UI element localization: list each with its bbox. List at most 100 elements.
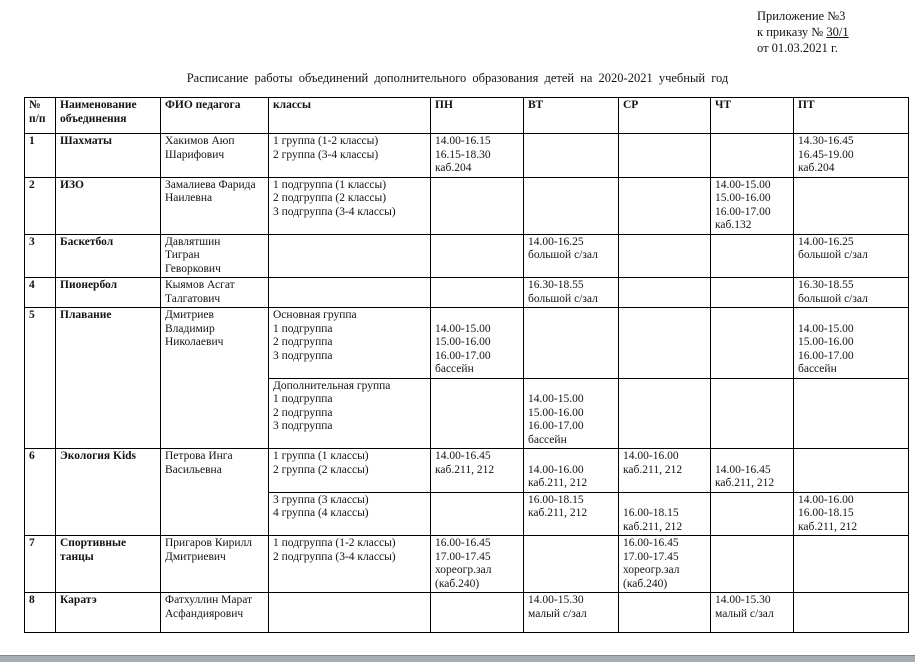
column-header: № п/п (24, 97, 56, 134)
table-cell (430, 592, 524, 633)
table-body: 1 Шахматы Хакимов Аюп Шарифович 1 группа (1-… (24, 133, 909, 633)
column-header: ВТ (523, 97, 619, 134)
column-header: ЧТ (710, 97, 794, 134)
table-cell: Экология Kids (55, 448, 161, 536)
table-cell: 14.00-15.30 малый с/зал (523, 592, 619, 633)
table-cell: 6 (24, 448, 56, 536)
table-cell (618, 307, 711, 379)
table-cell: 16.00-18.15 каб.211, 212 (523, 491, 619, 536)
table-cell (618, 176, 711, 235)
table-cell (710, 133, 794, 178)
table-cell: 16.00-16.45 17.00-17.45 хореогр.зал (каб.24… (618, 535, 711, 593)
table-cell: 3 группа (3 классы) 4 группа (4 классы) (268, 491, 431, 536)
table-cell (268, 277, 431, 308)
column-header: классы (268, 97, 431, 134)
annotation-line-3: от 01.03.2021 г. (757, 41, 838, 55)
table-cell: 14.00-15.00 15.00-16.00 16.00-17.00 бассейн (793, 307, 909, 379)
table-cell: Замалиева Фарида Наилевна (160, 176, 269, 235)
table-cell (618, 592, 711, 633)
column-header: Наименование объединения (55, 97, 161, 134)
table-cell (523, 133, 619, 178)
table-cell: Дмитриев Владимир Николаевич (160, 307, 269, 449)
table-cell: 14.00-16.45 каб.211, 212 (430, 448, 524, 493)
table-cell: Пионербол (55, 277, 161, 308)
table-cell (793, 535, 909, 593)
table-cell: 14.00-16.25 большой с/зал (523, 233, 619, 278)
table-cell: 14.00-16.15 16.15-18.30 каб.204 (430, 133, 524, 178)
row-pionerbol: 4 Пионербол Кыямов Асгат Талгатович 16.30-18… (24, 277, 909, 308)
table-cell: 16.00-18.15 каб.211, 212 (618, 491, 711, 536)
row-plavanie-osnovnaya: 5 Плавание Дмитриев Владимир Николаевич Основ… (24, 307, 909, 449)
table-cell (430, 491, 524, 536)
table-cell (710, 535, 794, 593)
table-cell: Основная группа 1 подгруппа 2 подгруппа 3 п… (268, 307, 431, 379)
table-cell: 14.00-16.45 каб.211, 212 (710, 448, 794, 493)
table-cell (618, 277, 711, 308)
table-cell: 1 группа (1-2 классы) 2 группа (3-4 класс… (268, 133, 431, 178)
row-ekologiya-gr-3-4: 3 группа (3 классы) 4 группа (4 классы) 16… (25, 491, 909, 536)
table-cell: Пригаров Кирилл Дмитриевич (160, 535, 269, 593)
table-cell: 14.00-16.00 каб.211, 212 (618, 448, 711, 493)
table-cell: Плавание (55, 307, 161, 449)
table-cell: 5 (24, 307, 56, 449)
table-cell: 14.00-16.00 16.00-18.15 каб.211, 212 (793, 491, 909, 536)
table-cell: 7 (24, 535, 56, 593)
table-cell (710, 277, 794, 308)
order-annotation: Приложение №3 к приказу № 30/1 от 01.03.… (757, 8, 849, 56)
table-cell (618, 377, 711, 449)
table-cell: 8 (24, 592, 56, 633)
table-cell: 16.00-16.45 17.00-17.45 хореогр.зал (каб.24… (430, 535, 524, 593)
table-cell: 14.00-15.30 малый с/зал (710, 592, 794, 633)
table-cell (710, 307, 794, 379)
table-cell (430, 277, 524, 308)
row-izo: 2 ИЗО Замалиева Фарида Наилевна 1 подгруппа … (24, 176, 909, 235)
table-cell (268, 233, 431, 278)
window-edge-bar (0, 655, 915, 662)
table-cell: Кыямов Асгат Талгатович (160, 277, 269, 308)
header-row: № п/п Наименование объединения ФИО педагога к… (24, 97, 909, 134)
table-cell (710, 491, 794, 536)
table-cell: 16.30-18.55 большой с/зал (793, 277, 909, 308)
table-cell (793, 448, 909, 493)
table-cell: 1 (24, 133, 56, 178)
table-cell: 14.00-15.00 15.00-16.00 16.00-17.00 бассейн (523, 377, 619, 449)
table-cell (430, 176, 524, 235)
column-header: ПН (430, 97, 524, 134)
table-cell: 2 (24, 176, 56, 235)
table-cell: 14.30-16.45 16.45-19.00 каб.204 (793, 133, 909, 178)
table-cell (523, 176, 619, 235)
table-cell (430, 377, 524, 449)
table-cell (793, 176, 909, 235)
table-cell: ИЗО (55, 176, 161, 235)
table-cell: 4 (24, 277, 56, 308)
table-cell: 1 подгруппа (1 классы) 2 подгруппа (2 кла… (268, 176, 431, 235)
table-cell: 1 группа (1 классы) 2 группа (2 классы) (268, 448, 431, 493)
table-cell: Давлятшин Тигран Геворкович (160, 233, 269, 278)
table-cell: Хакимов Аюп Шарифович (160, 133, 269, 178)
table-cell: 3 (24, 233, 56, 278)
schedule-table: № п/п Наименование объединения ФИО педагога к… (24, 97, 909, 633)
table-cell: 14.00-16.00 каб.211, 212 (523, 448, 619, 493)
row-plavanie-dopolnitelnaya: Дополнительная группа 1 подгруппа 2 подгру… (25, 377, 909, 449)
order-prefix: к приказу № (757, 25, 827, 39)
table-cell: 14.00-16.25 большой с/зал (793, 233, 909, 278)
table-cell: 14.00-15.00 15.00-16.00 16.00-17.00 бассейн (430, 307, 524, 379)
column-header: ПТ (793, 97, 909, 134)
row-shakhmaty: 1 Шахматы Хакимов Аюп Шарифович 1 группа (1-… (24, 133, 909, 178)
table-cell: Дополнительная группа 1 подгруппа 2 подгру… (268, 377, 431, 449)
table-cell (618, 233, 711, 278)
annotation-line-2: к приказу № 30/1 (757, 24, 849, 40)
row-karate: 8 Каратэ Фатхуллин Марат Асфандиярович 14.00… (24, 592, 909, 633)
table-cell (710, 377, 794, 449)
page-title: Расписание работы объединений дополнител… (186, 71, 729, 85)
column-header: ФИО педагога (160, 97, 269, 134)
table-cell (793, 377, 909, 449)
table-cell (618, 133, 711, 178)
order-number: 30/1 (826, 25, 849, 39)
table-cell: Каратэ (55, 592, 161, 633)
row-basketbol: 3 Баскетбол Давлятшин Тигран Геворкович 14.00… (24, 233, 909, 278)
row-ekologiya-gr-1-2: 6 Экология Kids Петрова Инга Васильевна 1 гр… (24, 448, 909, 536)
table-cell (710, 233, 794, 278)
table-cell: 14.00-15.00 15.00-16.00 16.00-17.00 каб.132 (710, 176, 794, 235)
annotation-line-1: Приложение №3 (757, 9, 846, 23)
